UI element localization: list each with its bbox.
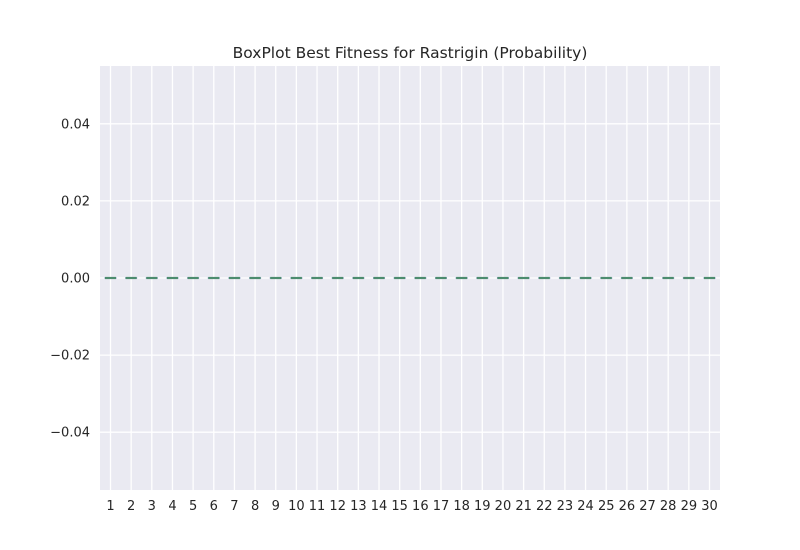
x-tick-label: 19 (474, 499, 491, 514)
x-tick-label: 5 (189, 499, 197, 514)
x-tick-label: 4 (168, 499, 176, 514)
x-tick-label: 14 (371, 499, 388, 514)
x-tick-label: 9 (272, 499, 280, 514)
x-tick-label: 13 (350, 499, 367, 514)
plot-area (100, 66, 720, 490)
x-tick-label: 16 (412, 499, 429, 514)
x-tick-label: 23 (557, 499, 574, 514)
x-tick-label: 15 (391, 499, 408, 514)
y-gridlines (100, 123, 720, 433)
x-tick-label: 10 (288, 499, 305, 514)
x-tick-label: 22 (536, 499, 553, 514)
x-axis-tick-labels: 1 2 3 4 5 6 7 8 9 10 11 12 13 14 15 16 17 18 19 20 21 22 23 24 2… (106, 499, 717, 514)
y-tick-label: −0.02 (50, 349, 90, 364)
chart-title: BoxPlot Best Fitness for Rastrigin (Prob… (233, 44, 588, 62)
x-tick-label: 1 (106, 499, 114, 514)
y-tick-label: 0.00 (61, 272, 90, 287)
x-tick-label: 24 (577, 499, 594, 514)
y-tick-label: −0.04 (50, 426, 90, 441)
x-tick-label: 6 (210, 499, 218, 514)
x-tick-label: 26 (619, 499, 636, 514)
x-tick-label: 8 (251, 499, 259, 514)
x-tick-label: 29 (681, 499, 698, 514)
x-tick-label: 11 (309, 499, 326, 514)
x-tick-label: 21 (515, 499, 532, 514)
x-tick-label: 12 (329, 499, 346, 514)
x-tick-label: 27 (639, 499, 656, 514)
x-tick-label: 7 (230, 499, 238, 514)
y-tick-label: 0.02 (61, 194, 90, 209)
x-tick-label: 30 (701, 499, 718, 514)
x-tick-label: 25 (598, 499, 615, 514)
y-tick-label: 0.04 (61, 117, 90, 132)
x-tick-label: 17 (433, 499, 450, 514)
x-tick-label: 2 (127, 499, 135, 514)
x-tick-label: 20 (495, 499, 512, 514)
y-axis-tick-labels: −0.04 −0.02 0.00 0.02 0.04 (50, 117, 90, 440)
x-tick-label: 3 (148, 499, 156, 514)
x-tick-label: 28 (660, 499, 677, 514)
x-tick-label: 18 (453, 499, 470, 514)
